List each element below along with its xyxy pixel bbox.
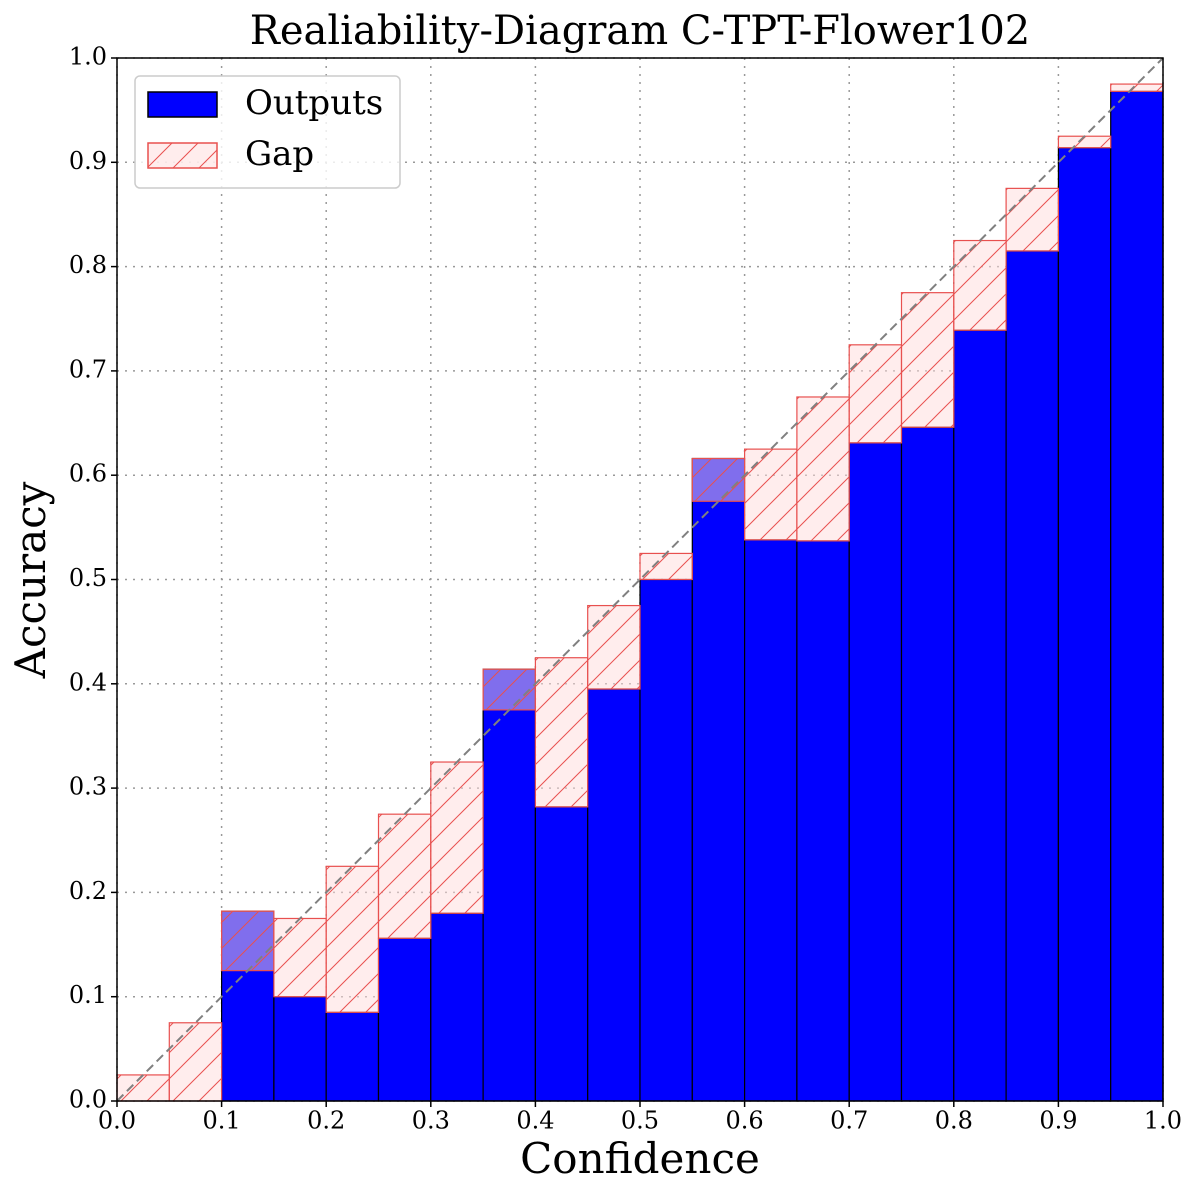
x-tick-label: 0.7 [830, 1107, 868, 1135]
output-bar [691, 457, 746, 1102]
gap-bar [953, 239, 1007, 331]
gap-bar [691, 457, 746, 502]
gap-bar [430, 761, 484, 914]
y-tick-label: 0.9 [69, 147, 107, 175]
y-tick-label: 0.7 [69, 355, 107, 383]
x-tick-label: 0.8 [935, 1107, 973, 1135]
bars [116, 83, 1164, 1102]
output-bar [796, 540, 850, 1102]
ticks: 0.0 0.1 0.2 0.3 0.4 0.5 0.6 0.7 0.8 0.9 1.0 0.0 0.1 0… [69, 43, 1182, 1135]
output-bar [1057, 147, 1112, 1102]
legend: Outputs Gap [134, 75, 401, 189]
x-tick-label: 0.5 [621, 1107, 659, 1135]
x-tick-label: 0.6 [726, 1107, 764, 1135]
y-tick-label: 0.6 [69, 460, 107, 488]
output-bar [325, 1011, 380, 1102]
output-bar [900, 426, 955, 1102]
legend-swatch [147, 91, 218, 118]
output-bar [1005, 250, 1059, 1102]
gap-bar [325, 865, 380, 1013]
output-bar [482, 668, 537, 1102]
perfect-calibration-line [116, 57, 1164, 1102]
gap-bar [482, 668, 537, 711]
gap-bar [273, 917, 327, 998]
gap-bar [587, 604, 641, 690]
x-axis-label: Confidence [520, 1134, 760, 1183]
output-bar [953, 329, 1007, 1102]
gap-bar [1057, 135, 1112, 149]
gap-bar [848, 344, 903, 444]
x-tick-label: 0.2 [307, 1107, 345, 1135]
y-tick-label: 1.0 [69, 43, 107, 71]
gap-bar [900, 292, 955, 428]
gap-bar [377, 813, 432, 939]
gap-bar [534, 657, 589, 808]
x-tick-label: 0.1 [203, 1107, 241, 1135]
output-bar [587, 688, 641, 1102]
x-tick-label: 1.0 [1144, 1107, 1182, 1135]
y-tick-label: 0.1 [69, 981, 107, 1009]
output-bar [1110, 90, 1164, 1102]
y-tick-label: 0.8 [69, 251, 107, 279]
output-bar [848, 442, 903, 1102]
gap-bar [221, 910, 275, 972]
output-bar [273, 996, 327, 1102]
output-bar [639, 578, 693, 1102]
output-bar [377, 937, 432, 1102]
output-bar [534, 806, 589, 1102]
x-tick-label: 0.3 [412, 1107, 450, 1135]
legend-label: Gap [245, 134, 314, 174]
gap-bar [639, 552, 693, 581]
y-tick-label: 0.5 [69, 564, 107, 592]
x-tick-label: 0.4 [516, 1107, 554, 1135]
gap-bar [796, 396, 850, 542]
legend-swatch [147, 142, 218, 169]
legend-label: Outputs [245, 83, 383, 123]
gap-bar [168, 1022, 223, 1102]
x-tick-label: 0.0 [98, 1107, 136, 1135]
gap-bar [743, 448, 798, 541]
chart-title: Realiability-Diagram C-TPT-Flower102 [250, 8, 1031, 54]
y-axis-label: Accuracy [6, 481, 55, 679]
y-tick-label: 0.2 [69, 877, 107, 905]
gap-bar [1110, 83, 1164, 92]
gap-bar [1005, 187, 1059, 252]
y-tick-label: 0.4 [69, 668, 107, 696]
y-tick-label: 0.3 [69, 773, 107, 801]
output-bar [743, 539, 798, 1102]
y-tick-label: 0.0 [69, 1086, 107, 1114]
x-tick-label: 0.9 [1039, 1107, 1077, 1135]
output-bar [430, 912, 484, 1102]
gap-bar [116, 1074, 170, 1102]
